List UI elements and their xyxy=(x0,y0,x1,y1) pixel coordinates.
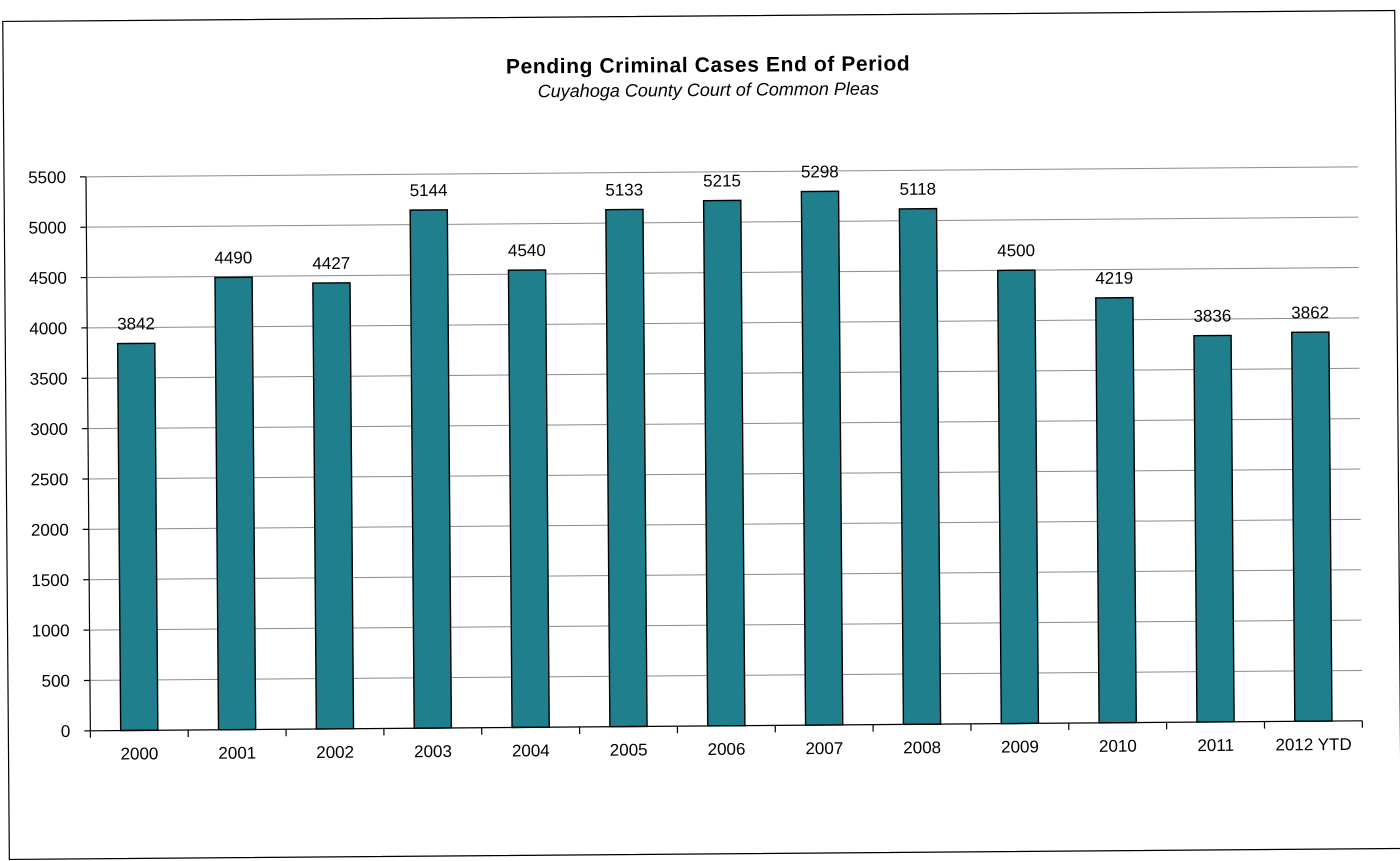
x-tick-label: 2003 xyxy=(414,742,452,761)
data-label: 5215 xyxy=(703,171,741,190)
x-tick-label: 2010 xyxy=(1099,737,1137,756)
data-label: 5144 xyxy=(410,181,448,200)
bar-2008 xyxy=(899,209,940,725)
x-tick-label: 2008 xyxy=(903,738,941,757)
bar-2003 xyxy=(410,210,451,728)
bar-2005 xyxy=(606,209,647,726)
bar-2001 xyxy=(215,277,256,730)
data-label: 4500 xyxy=(997,241,1035,260)
x-tick-label: 2002 xyxy=(316,743,354,762)
bar-2009 xyxy=(998,270,1039,724)
bar-2011 xyxy=(1194,335,1234,722)
bar-2004 xyxy=(508,270,549,728)
data-label: 5118 xyxy=(899,180,936,199)
data-label: 3842 xyxy=(117,314,155,333)
data-label: 4427 xyxy=(312,254,350,273)
bar-2010 xyxy=(1096,298,1137,723)
x-tick-label: 2005 xyxy=(610,740,648,759)
data-label: 3862 xyxy=(1291,303,1329,322)
y-tick-label: 500 xyxy=(42,672,71,691)
y-tick-label: 4000 xyxy=(29,319,67,338)
y-tick-label: 5000 xyxy=(28,218,66,237)
y-tick-label: 5500 xyxy=(28,168,66,187)
y-tick-label: 4500 xyxy=(29,269,67,288)
x-tick-label: 2007 xyxy=(805,739,843,758)
x-tick-label: 2012 YTD xyxy=(1275,735,1351,755)
x-tick-label: 2009 xyxy=(1001,737,1039,756)
bar-2007 xyxy=(801,191,842,725)
chart-subtitle: Cuyahoga County Court of Common Pleas xyxy=(538,79,879,102)
y-tick-label: 2500 xyxy=(30,470,68,489)
bar-2000 xyxy=(118,343,158,730)
y-tick-label: 1500 xyxy=(31,571,69,590)
data-label: 5298 xyxy=(801,162,839,181)
x-tick-label: 2001 xyxy=(218,743,256,762)
x-tick-label: 2011 xyxy=(1197,736,1234,755)
data-label: 4540 xyxy=(508,241,546,260)
y-tick-label: 0 xyxy=(61,722,71,741)
y-tick-label: 1000 xyxy=(32,621,70,640)
x-tick-label: 2004 xyxy=(512,741,550,760)
data-label: 5133 xyxy=(605,180,643,199)
x-tick-label: 2006 xyxy=(708,740,746,759)
data-label: 4490 xyxy=(214,248,252,267)
bar-2002 xyxy=(313,283,354,729)
data-label: 3836 xyxy=(1193,306,1231,325)
bar-2012-ytd xyxy=(1292,332,1332,721)
y-tick-label: 3500 xyxy=(30,369,68,388)
data-label: 4219 xyxy=(1095,269,1133,288)
bar-2006 xyxy=(704,200,745,726)
chart-frame xyxy=(3,11,1400,860)
y-tick-label: 3000 xyxy=(30,420,68,439)
x-tick-label: 2000 xyxy=(120,744,158,763)
chart-title: Pending Criminal Cases End of Period xyxy=(506,52,911,78)
y-tick-label: 2000 xyxy=(31,521,69,540)
